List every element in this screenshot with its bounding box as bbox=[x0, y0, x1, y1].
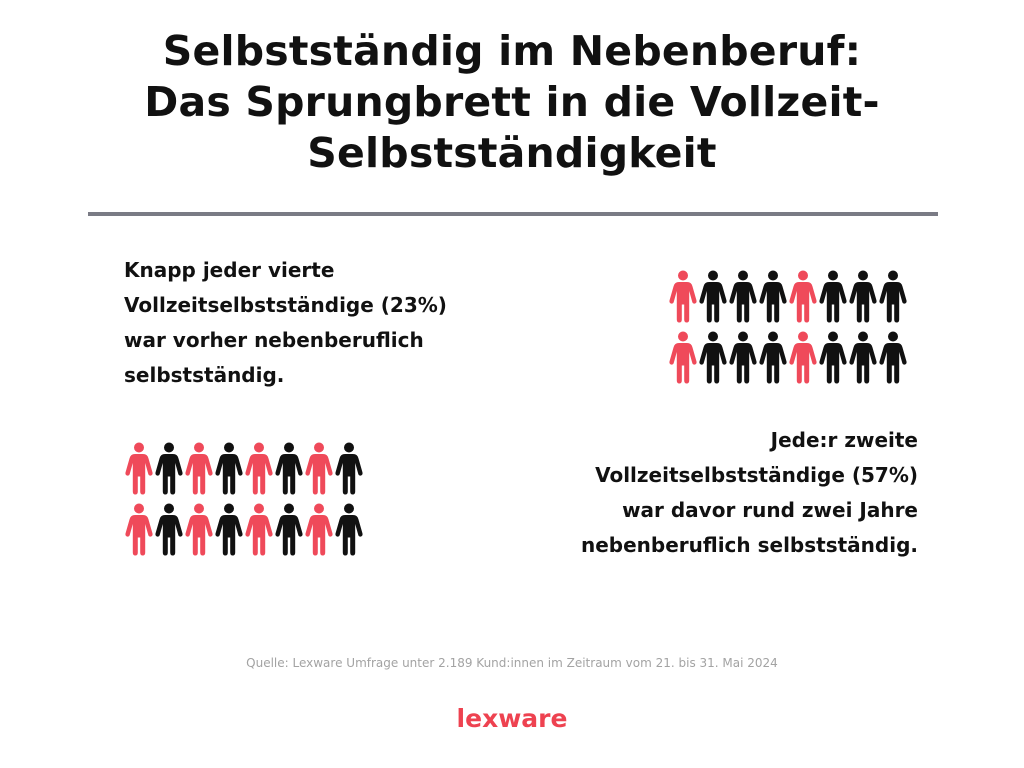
stat-57-line: war davor rund zwei Jahre bbox=[622, 498, 918, 522]
stat-23-text: Knapp jeder vierte Vollzeitselbstständig… bbox=[124, 253, 564, 393]
person-icon bbox=[275, 503, 303, 556]
people-row bbox=[668, 331, 908, 384]
person-icon bbox=[215, 442, 243, 495]
stat-57-line: Vollzeitselbstständige (57%) bbox=[595, 463, 918, 487]
person-icon bbox=[215, 503, 243, 556]
person-icon bbox=[669, 270, 697, 323]
person-icon bbox=[305, 503, 333, 556]
people-grid-23 bbox=[668, 270, 908, 392]
person-icon bbox=[849, 331, 877, 384]
stat-23-line: war vorher nebenberuflich bbox=[124, 328, 424, 352]
person-icon bbox=[699, 270, 727, 323]
person-icon bbox=[335, 442, 363, 495]
person-icon bbox=[879, 270, 907, 323]
person-icon bbox=[245, 442, 273, 495]
person-icon bbox=[759, 331, 787, 384]
lexware-logo: lexware bbox=[0, 700, 1024, 742]
lexware-logo-mark: lexware bbox=[457, 704, 568, 733]
person-icon bbox=[819, 331, 847, 384]
page-title: Selbstständig im Nebenberuf: Das Sprungb… bbox=[40, 26, 984, 179]
person-icon bbox=[849, 270, 877, 323]
title-divider bbox=[88, 212, 938, 216]
source-note: Quelle: Lexware Umfrage unter 2.189 Kund… bbox=[246, 656, 778, 670]
person-icon bbox=[669, 331, 697, 384]
person-icon bbox=[275, 442, 303, 495]
stat-57-line: nebenberuflich selbstständig. bbox=[580, 533, 918, 557]
svg-text:lexware: lexware bbox=[457, 704, 568, 733]
person-icon bbox=[155, 503, 183, 556]
person-icon bbox=[125, 503, 153, 556]
stat-23-line: Vollzeitselbstständige (23%) bbox=[124, 293, 447, 317]
person-icon bbox=[879, 331, 907, 384]
person-icon bbox=[729, 331, 757, 384]
stat-23-line: Knapp jeder vierte bbox=[124, 258, 335, 282]
person-icon bbox=[335, 503, 363, 556]
person-icon bbox=[729, 270, 757, 323]
person-icon bbox=[245, 503, 273, 556]
people-grid-57 bbox=[124, 442, 364, 564]
title-line-3: Selbstständigkeit bbox=[307, 129, 717, 177]
stat-57-line: Jede:r zweite bbox=[770, 428, 918, 452]
title-line-1: Selbstständig im Nebenberuf: bbox=[162, 27, 862, 75]
people-row bbox=[668, 270, 908, 323]
person-icon bbox=[305, 442, 333, 495]
title-line-2: Das Sprungbrett in die Vollzeit- bbox=[144, 78, 880, 126]
person-icon bbox=[759, 270, 787, 323]
person-icon bbox=[185, 503, 213, 556]
person-icon bbox=[789, 270, 817, 323]
stat-23-line: selbstständig. bbox=[124, 363, 285, 387]
person-icon bbox=[155, 442, 183, 495]
people-row bbox=[124, 503, 364, 556]
person-icon bbox=[125, 442, 153, 495]
person-icon bbox=[789, 331, 817, 384]
person-icon bbox=[699, 331, 727, 384]
people-row bbox=[124, 442, 364, 495]
person-icon bbox=[185, 442, 213, 495]
person-icon bbox=[819, 270, 847, 323]
stat-57-text: Jede:r zweite Vollzeitselbstständige (57… bbox=[470, 423, 918, 563]
